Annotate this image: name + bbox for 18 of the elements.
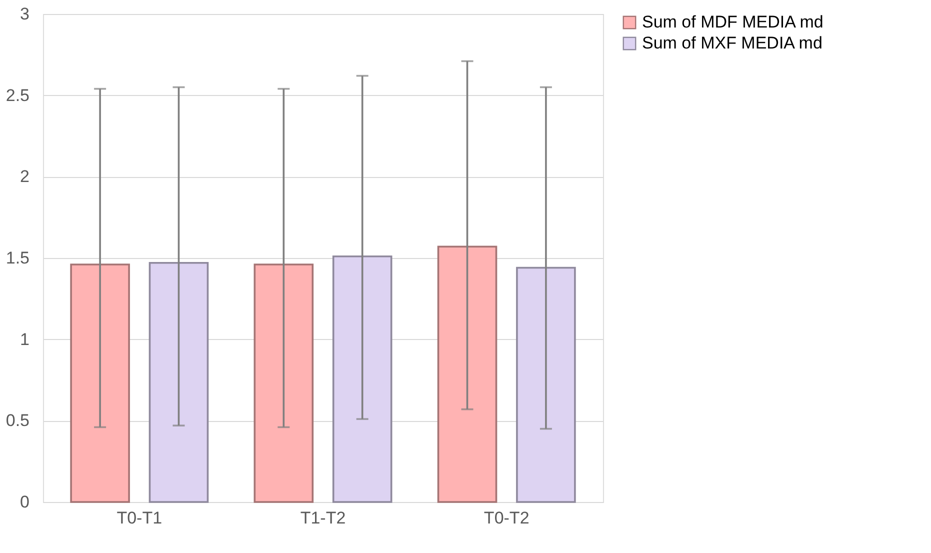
legend-label: Sum of MXF MEDIA md (642, 34, 822, 52)
x-tick-label: T1-T2 (300, 508, 346, 528)
y-tick-label: 2.5 (6, 86, 30, 105)
y-tick-label: 3 (20, 4, 30, 24)
x-tick-label: T0-T2 (484, 508, 530, 528)
y-tick-label: 1 (20, 330, 30, 349)
bar (254, 264, 314, 503)
x-tick-label: T0-T1 (116, 508, 162, 528)
y-tick-label: 2 (20, 167, 30, 186)
bar (148, 262, 209, 503)
bar (70, 264, 130, 503)
y-tick-label: 0 (20, 492, 30, 512)
bar (516, 266, 576, 503)
legend-label: Sum of MDF MEDIA md (642, 12, 824, 32)
y-tick-label: 1.5 (6, 248, 30, 268)
y-tick-label: 0.5 (6, 411, 30, 430)
bar (332, 255, 392, 503)
bar (437, 246, 498, 503)
